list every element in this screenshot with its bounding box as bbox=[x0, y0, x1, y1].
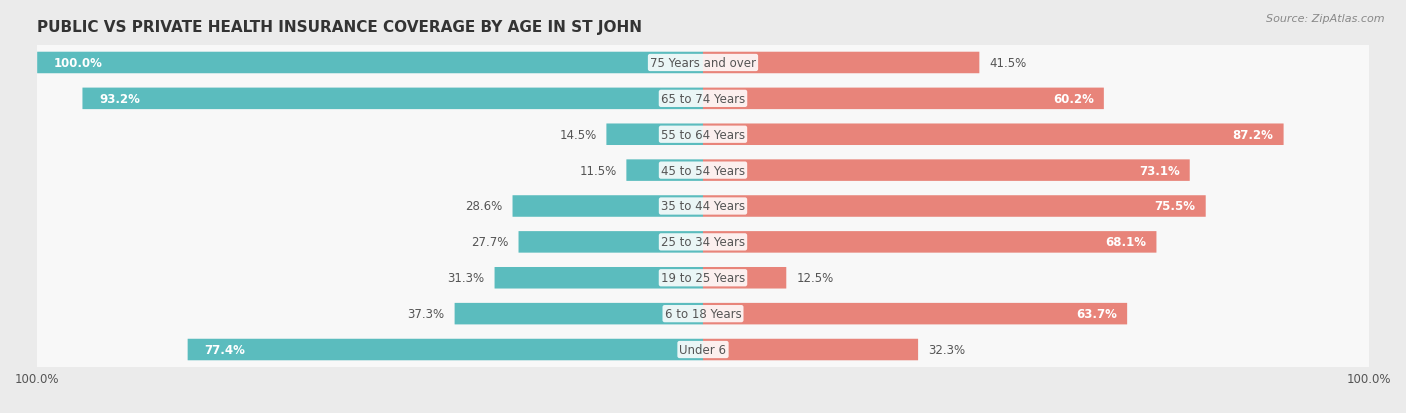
Text: 87.2%: 87.2% bbox=[1233, 128, 1274, 141]
FancyBboxPatch shape bbox=[35, 287, 1371, 341]
Text: 12.5%: 12.5% bbox=[796, 272, 834, 285]
FancyBboxPatch shape bbox=[454, 303, 703, 325]
Text: 75 Years and over: 75 Years and over bbox=[650, 57, 756, 70]
FancyBboxPatch shape bbox=[83, 88, 703, 110]
Text: 65 to 74 Years: 65 to 74 Years bbox=[661, 93, 745, 106]
FancyBboxPatch shape bbox=[703, 267, 786, 289]
Text: 77.4%: 77.4% bbox=[204, 343, 245, 356]
Text: 45 to 54 Years: 45 to 54 Years bbox=[661, 164, 745, 177]
Text: 25 to 34 Years: 25 to 34 Years bbox=[661, 236, 745, 249]
FancyBboxPatch shape bbox=[35, 72, 1371, 126]
FancyBboxPatch shape bbox=[703, 52, 980, 74]
Text: Under 6: Under 6 bbox=[679, 343, 727, 356]
FancyBboxPatch shape bbox=[513, 196, 703, 217]
FancyBboxPatch shape bbox=[703, 232, 1157, 253]
Text: 27.7%: 27.7% bbox=[471, 236, 509, 249]
Text: 60.2%: 60.2% bbox=[1053, 93, 1094, 106]
FancyBboxPatch shape bbox=[35, 144, 1371, 197]
FancyBboxPatch shape bbox=[519, 232, 703, 253]
FancyBboxPatch shape bbox=[606, 124, 703, 146]
Text: 93.2%: 93.2% bbox=[100, 93, 141, 106]
FancyBboxPatch shape bbox=[35, 251, 1371, 305]
FancyBboxPatch shape bbox=[703, 196, 1206, 217]
Text: 55 to 64 Years: 55 to 64 Years bbox=[661, 128, 745, 141]
Text: 6 to 18 Years: 6 to 18 Years bbox=[665, 307, 741, 320]
Text: 68.1%: 68.1% bbox=[1105, 236, 1146, 249]
Text: 35 to 44 Years: 35 to 44 Years bbox=[661, 200, 745, 213]
FancyBboxPatch shape bbox=[703, 303, 1128, 325]
FancyBboxPatch shape bbox=[35, 216, 1371, 269]
Text: 75.5%: 75.5% bbox=[1154, 200, 1195, 213]
FancyBboxPatch shape bbox=[35, 108, 1371, 162]
FancyBboxPatch shape bbox=[703, 124, 1284, 146]
Text: 28.6%: 28.6% bbox=[465, 200, 502, 213]
Text: 73.1%: 73.1% bbox=[1139, 164, 1180, 177]
Text: Source: ZipAtlas.com: Source: ZipAtlas.com bbox=[1267, 14, 1385, 24]
FancyBboxPatch shape bbox=[626, 160, 703, 181]
Text: 32.3%: 32.3% bbox=[928, 343, 965, 356]
Text: 31.3%: 31.3% bbox=[447, 272, 485, 285]
Text: 11.5%: 11.5% bbox=[579, 164, 616, 177]
Text: 100.0%: 100.0% bbox=[53, 57, 103, 70]
FancyBboxPatch shape bbox=[495, 267, 703, 289]
FancyBboxPatch shape bbox=[703, 88, 1104, 110]
Text: 63.7%: 63.7% bbox=[1076, 307, 1118, 320]
FancyBboxPatch shape bbox=[35, 323, 1371, 377]
FancyBboxPatch shape bbox=[35, 180, 1371, 233]
Text: 19 to 25 Years: 19 to 25 Years bbox=[661, 272, 745, 285]
Text: PUBLIC VS PRIVATE HEALTH INSURANCE COVERAGE BY AGE IN ST JOHN: PUBLIC VS PRIVATE HEALTH INSURANCE COVER… bbox=[37, 19, 643, 35]
FancyBboxPatch shape bbox=[703, 339, 918, 361]
FancyBboxPatch shape bbox=[35, 36, 1371, 90]
FancyBboxPatch shape bbox=[703, 160, 1189, 181]
Text: 41.5%: 41.5% bbox=[990, 57, 1026, 70]
Legend: Public Insurance, Private Insurance: Public Insurance, Private Insurance bbox=[551, 409, 855, 413]
FancyBboxPatch shape bbox=[187, 339, 703, 361]
Text: 14.5%: 14.5% bbox=[560, 128, 596, 141]
Text: 37.3%: 37.3% bbox=[408, 307, 444, 320]
FancyBboxPatch shape bbox=[37, 52, 703, 74]
